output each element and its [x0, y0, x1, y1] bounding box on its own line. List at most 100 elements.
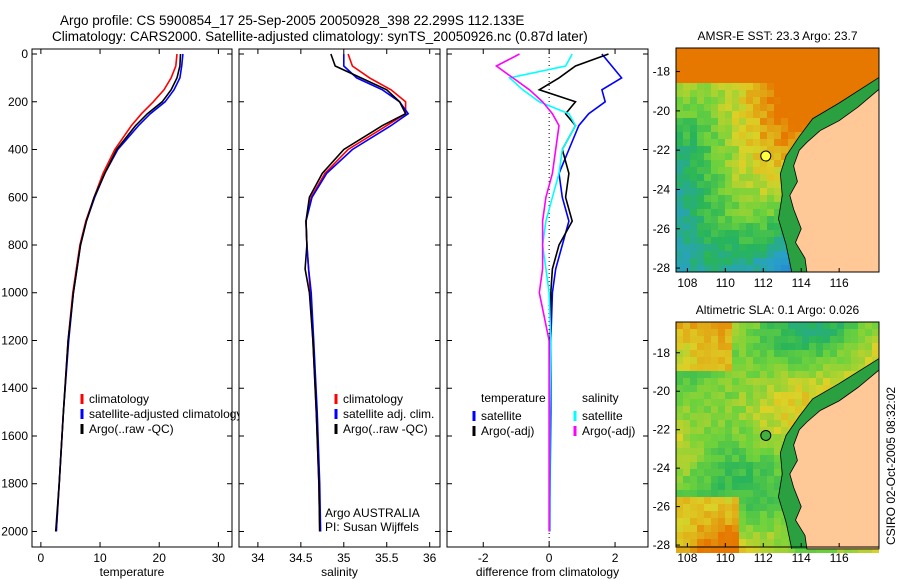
- field-cell: [732, 237, 739, 244]
- field-cell: [725, 364, 732, 371]
- field-cell: [802, 336, 809, 343]
- field-cell: [704, 244, 711, 251]
- field-cell: [760, 371, 767, 378]
- field-cell: [704, 97, 711, 104]
- field-cell: [760, 413, 767, 420]
- field-cell: [690, 490, 697, 497]
- field-cell: [732, 469, 739, 476]
- field-cell: [788, 76, 795, 83]
- field-cell: [704, 469, 711, 476]
- field-cell: [704, 329, 711, 336]
- field-cell: [711, 83, 718, 90]
- field-cell: [732, 378, 739, 385]
- field-cell: [690, 525, 697, 532]
- field-cell: [774, 223, 781, 230]
- field-cell: [851, 364, 858, 371]
- field-cell: [816, 97, 823, 104]
- x-tick-label: 110: [716, 276, 735, 290]
- field-cell: [774, 202, 781, 209]
- field-cell: [760, 118, 767, 125]
- field-cell: [697, 258, 704, 265]
- field-cell: [718, 343, 725, 350]
- field-cell: [732, 462, 739, 469]
- field-cell: [767, 329, 774, 336]
- field-cell: [760, 104, 767, 111]
- field-cell: [676, 230, 683, 237]
- field-cell: [809, 97, 816, 104]
- field-cell: [725, 132, 732, 139]
- field-cell: [746, 97, 753, 104]
- field-cell: [746, 378, 753, 385]
- field-cell: [725, 469, 732, 476]
- map-sst: 108 110 112 114 116 -18 -20 -22 -24 -26 -28 AMSR-E …: [653, 29, 880, 290]
- field-cell: [690, 546, 697, 553]
- field-cell: [697, 230, 704, 237]
- field-cell: [676, 146, 683, 153]
- field-cell: [767, 385, 774, 392]
- field-cell: [767, 69, 774, 76]
- field-cell: [697, 139, 704, 146]
- field-cell: [788, 55, 795, 62]
- field-cell: [753, 174, 760, 181]
- field-cell: [697, 518, 704, 525]
- field-cell: [718, 251, 725, 258]
- field-cell: [732, 518, 739, 525]
- field-cell: [802, 364, 809, 371]
- field-cell: [739, 258, 746, 265]
- field-cell: [732, 420, 739, 427]
- field-cell: [718, 455, 725, 462]
- argo-location-marker: [760, 150, 772, 162]
- field-cell: [711, 350, 718, 357]
- field-cell: [760, 111, 767, 118]
- field-cell: [739, 357, 746, 364]
- field-cell: [704, 343, 711, 350]
- field-cell: [697, 188, 704, 195]
- field-cell: [697, 497, 704, 504]
- field-cell: [851, 62, 858, 69]
- field-cell: [739, 118, 746, 125]
- field-cell: [711, 132, 718, 139]
- field-cell: [690, 118, 697, 125]
- field-cell: [774, 462, 781, 469]
- field-cell: [697, 399, 704, 406]
- field-cell: [760, 525, 767, 532]
- field-cell: [753, 251, 760, 258]
- field-cell: [718, 97, 725, 104]
- field-cell: [809, 322, 816, 329]
- legend-label: satellite: [481, 409, 522, 423]
- panel-temperature: 0 10 20 30 0 200 400 600 800 1000 1200 1400 1600 1800…: [1, 47, 242, 579]
- field-cell: [725, 195, 732, 202]
- field-cell: [788, 48, 795, 55]
- field-cell: [774, 181, 781, 188]
- field-cell: [858, 343, 865, 350]
- axes-frame: [446, 48, 649, 548]
- field-cell: [676, 97, 683, 104]
- field-cell: [753, 357, 760, 364]
- legend-header-salinity: salinity: [582, 391, 619, 405]
- field-cell: [760, 497, 767, 504]
- field-cell: [718, 483, 725, 490]
- field-cell: [739, 55, 746, 62]
- field-cell: [725, 104, 732, 111]
- field-cell: [844, 48, 851, 55]
- field-cell: [795, 336, 802, 343]
- field-cell: [760, 251, 767, 258]
- field-cell: [697, 434, 704, 441]
- field-cell: [774, 518, 781, 525]
- field-cell: [739, 441, 746, 448]
- field-cell: [851, 48, 858, 55]
- x-tick-label: 112: [754, 551, 773, 565]
- field-cell: [732, 104, 739, 111]
- field-cell: [788, 343, 795, 350]
- field-cell: [683, 483, 690, 490]
- field-cell: [732, 350, 739, 357]
- field-cell: [795, 392, 802, 399]
- field-cell: [816, 62, 823, 69]
- field-cell: [858, 364, 865, 371]
- field-cell: [739, 336, 746, 343]
- field-cell: [718, 104, 725, 111]
- field-cell: [725, 223, 732, 230]
- field-cell: [767, 251, 774, 258]
- field-cell: [872, 55, 879, 62]
- field-cell: [844, 371, 851, 378]
